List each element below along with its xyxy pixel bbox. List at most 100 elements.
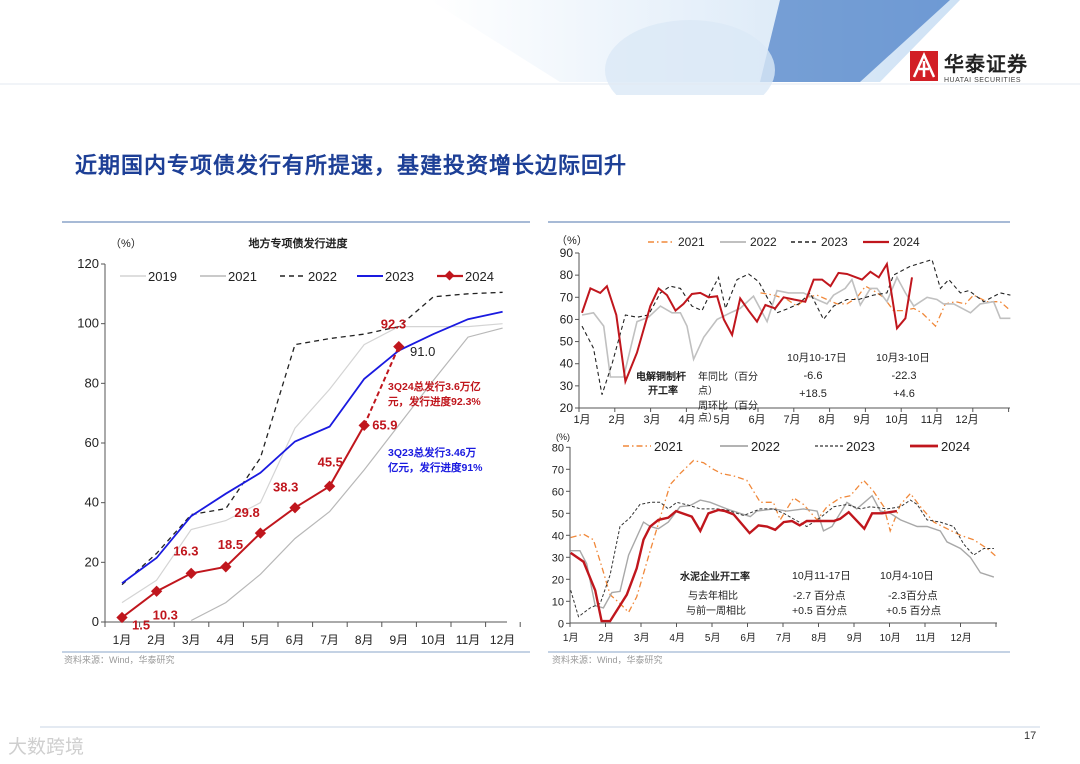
y-unit-label: (%) [556,432,570,442]
data-label: 18.5 [218,537,243,552]
table-value: +18.5 [799,388,827,400]
x-tick-label: 10月 [421,633,446,647]
y-tick-label: 50 [560,335,574,349]
data-point-2024 [254,527,267,539]
y-tick-label: 20 [85,554,99,569]
table-row-label: 点） [698,412,718,424]
legend-label: 2021 [654,439,683,454]
data-label: 92.3 [381,317,406,332]
x-tick-label: 2月 [598,632,614,644]
y-tick-label: 120 [77,256,99,271]
x-tick-label: 3月 [182,633,201,647]
x-tick-label: 9月 [847,632,863,644]
header-banner [0,0,1080,95]
data-point-2024 [150,585,163,597]
legend-label: 2024 [465,269,494,284]
series-line-2023 [121,310,503,584]
x-tick-label: 9月 [853,414,870,426]
series-line-2023 [570,499,994,618]
y-tick-label: 60 [560,312,574,326]
x-tick-label: 4月 [669,632,685,644]
series-line-2019 [121,323,503,604]
y-tick-label: 40 [552,530,564,542]
series-line-2024 [570,508,898,623]
y-tick-label: 30 [552,552,564,564]
data-point-2024 [185,567,197,580]
y-tick-label: 0 [558,618,564,630]
x-tick-label: 5月 [251,633,270,647]
x-tick-label: 2月 [147,633,166,647]
table-value: -6.6 [804,370,823,382]
y-tick-label: 70 [560,290,574,304]
x-tick-label: 5月 [705,632,721,644]
data-label: 65.9 [372,417,397,432]
x-tick-label: 1月 [113,633,132,647]
x-tick-label: 11月 [921,414,943,426]
annotation-3q23: 亿元，发行进度91% [388,461,483,474]
y-tick-label: 80 [85,375,99,390]
data-point-2024 [220,561,232,573]
table-period: 10月10-17日 [787,352,847,364]
legend-label: 2024 [893,235,920,249]
series-line-2024-projected [363,346,400,426]
y-tick-label: 80 [560,268,574,282]
x-tick-label: 2月 [608,414,625,426]
annotation-3q24: 元，发行进度92.3% [388,395,481,408]
page-number: 17 [1024,730,1037,742]
table-value: -2.7 百分点 [793,590,846,602]
legend-label: 2022 [750,235,777,249]
x-tick-label: 6月 [286,633,305,647]
legend-label: 2023 [385,269,414,284]
x-tick-label: 1月 [573,414,590,426]
x-tick-label: 4月 [678,414,695,426]
data-label: 1.5 [132,618,150,633]
data-label: 45.5 [318,454,343,469]
x-tick-label: 1月 [563,632,579,644]
x-tick-label: 10月 [885,414,908,426]
watermark: 大数跨境 [8,736,85,758]
y-tick-label: 40 [85,495,99,510]
y-tick-label: 0 [92,614,99,629]
y-tick-label: 20 [560,401,574,415]
legend-label: 2021 [228,269,257,284]
annotation-3q23: 3Q23总发行3.46万 [388,446,477,459]
x-tick-label: 4月 [216,633,235,647]
table-value: +0.5 百分点 [792,605,847,617]
table-value: +0.5 百分点 [886,605,941,617]
data-point-2024 [289,502,301,514]
series-line-2022 [121,291,503,586]
legend-label: 2023 [821,235,848,249]
data-label: 38.3 [273,480,298,495]
y-tick-label: 40 [560,357,574,371]
y-tick-label: 60 [552,486,564,498]
y-unit-label: （%） [556,234,588,247]
legend-label: 2019 [148,269,177,284]
x-tick-label: 8月 [818,414,835,426]
x-tick-label: 6月 [740,632,756,644]
table-value: -2.3百分点 [888,590,938,602]
x-tick-label: 11月 [916,632,936,644]
table-period: 10月11-17日 [792,570,851,582]
series-line-2022 [570,494,995,609]
table-title: 开工率 [648,384,678,397]
data-label: 16.3 [173,543,198,558]
y-tick-label: 30 [560,379,574,393]
globe-image [605,20,775,95]
x-tick-label: 7月 [776,632,792,644]
table-row-label: 与去年相比 [688,589,738,602]
legend-label: 2023 [846,439,875,454]
y-unit-label: （%） [110,237,142,250]
legend-label: 2024 [941,439,970,454]
x-tick-label: 5月 [713,414,730,426]
x-tick-label: 12月 [490,633,515,647]
annotation-3q24: 3Q24总发行3.6万亿 [388,380,481,393]
x-tick-label: 6月 [748,414,765,426]
x-tick-label: 12月 [955,414,978,426]
x-tick-label: 11月 [456,633,480,647]
logo-subtext: HUATAI SECURITIES [944,77,1022,84]
source-note: 资料来源：Wind，华泰研究 [64,654,175,665]
table-period: 10月3-10日 [876,352,930,364]
series-line-2021 [570,459,998,614]
data-label: 10.3 [153,607,178,622]
